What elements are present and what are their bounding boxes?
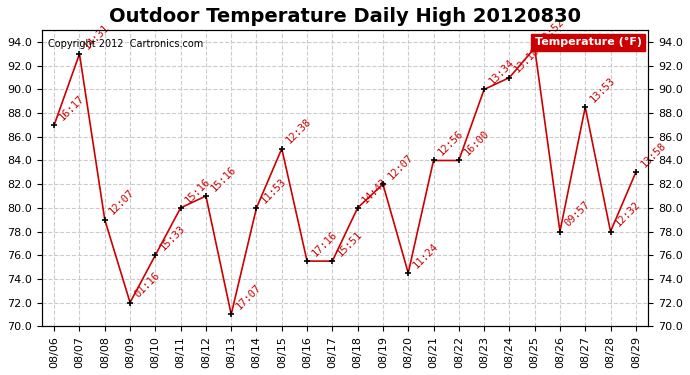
Text: 16:17: 16:17 [57, 93, 86, 122]
Text: 13:58: 13:58 [638, 140, 668, 170]
Text: 15:16: 15:16 [184, 176, 213, 205]
Text: 15:51: 15:51 [335, 229, 364, 258]
Text: 13:18: 13:18 [512, 46, 542, 75]
Text: 09:57: 09:57 [563, 200, 592, 229]
Text: 13:52: 13:52 [538, 16, 566, 45]
Text: Copyright 2012  Cartronics.com: Copyright 2012 Cartronics.com [48, 39, 203, 49]
Text: 12:56: 12:56 [436, 129, 466, 158]
Text: 14:31: 14:31 [82, 22, 111, 51]
Text: 12:07: 12:07 [108, 188, 137, 217]
Text: 13:34: 13:34 [487, 57, 516, 87]
Text: Temperature (°F): Temperature (°F) [535, 37, 642, 47]
Text: 16:00: 16:00 [462, 129, 491, 158]
Text: 12:32: 12:32 [613, 200, 642, 229]
Text: 11:24: 11:24 [411, 241, 440, 270]
Text: 01:16: 01:16 [133, 271, 162, 300]
Text: 14:43: 14:43 [360, 176, 390, 205]
Text: 15:16: 15:16 [208, 164, 238, 193]
Text: 11:53: 11:53 [259, 176, 288, 205]
Text: 12:38: 12:38 [284, 117, 314, 146]
Text: 12:07: 12:07 [386, 152, 415, 182]
Text: 17:07: 17:07 [234, 282, 263, 312]
Text: 17:16: 17:16 [310, 229, 339, 258]
Title: Outdoor Temperature Daily High 20120830: Outdoor Temperature Daily High 20120830 [109, 7, 581, 26]
Text: 13:53: 13:53 [588, 75, 617, 105]
Text: 15:33: 15:33 [158, 223, 187, 252]
